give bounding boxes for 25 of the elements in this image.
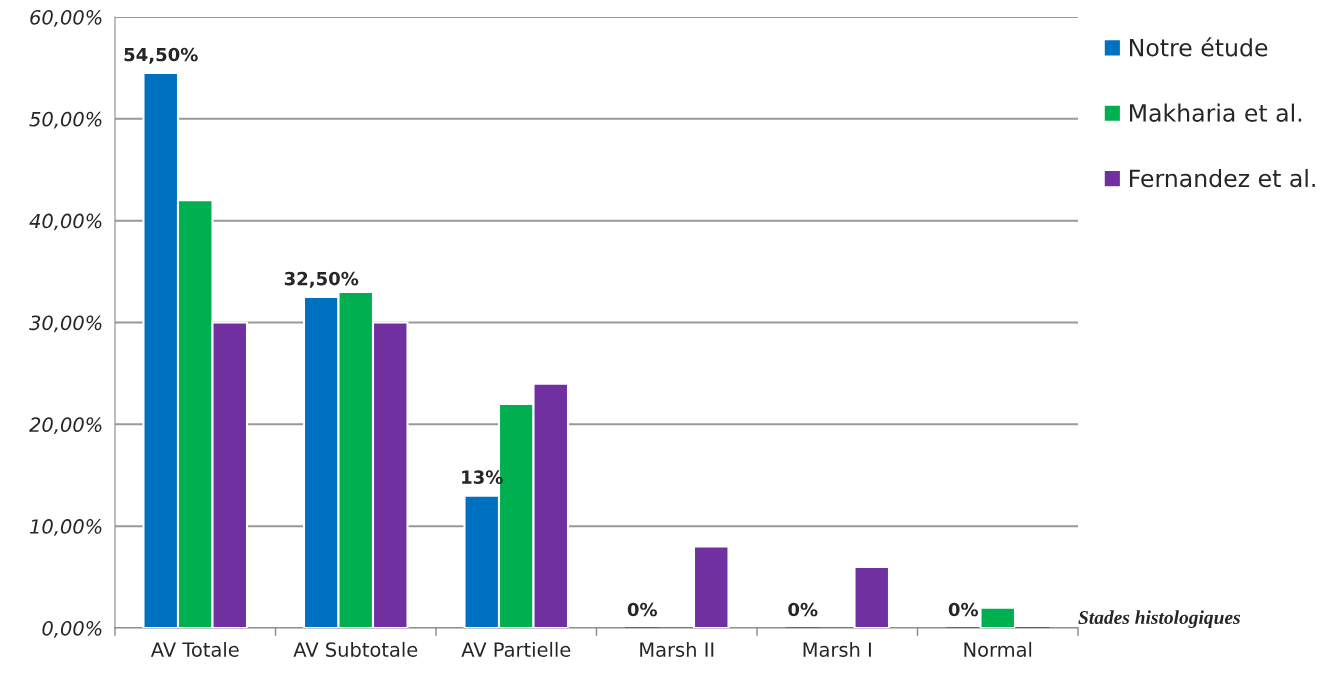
legend-label: Makharia et al. [1129, 103, 1302, 122]
y-tick-label: 40,00% [29, 213, 102, 231]
data-label: 32,50% [284, 271, 359, 288]
legend-label: Notre étude [1129, 37, 1268, 57]
x-axis-title: Stades histologiques [1078, 610, 1241, 628]
x-tick-label: AV Totale [150, 641, 239, 657]
bar [853, 565, 891, 628]
data-label: 0% [948, 602, 978, 617]
y-tick-label: 30,00% [29, 315, 102, 333]
y-tick-label: 60,00% [30, 9, 102, 27]
data-label: 0% [788, 602, 818, 617]
x-tick-label: AV Subtotale [293, 641, 418, 657]
y-tick-label: 50,00% [29, 111, 102, 129]
x-tick-label: Marsh II [640, 641, 714, 657]
x-tick-label: AV Partielle [461, 641, 571, 657]
y-tick-label: 0,00% [42, 620, 102, 638]
bar [692, 545, 730, 628]
data-label: 54,50% [124, 47, 198, 64]
bar [979, 606, 1017, 628]
y-tick-label: 10,00% [30, 519, 102, 536]
data-label: 0% [627, 602, 657, 617]
legend-label: Fernandez et al. [1129, 168, 1315, 188]
x-tick-label: Normal [964, 641, 1032, 657]
y-tick-label: 20,00% [29, 417, 102, 434]
x-tick-label: Marsh I [803, 641, 871, 657]
